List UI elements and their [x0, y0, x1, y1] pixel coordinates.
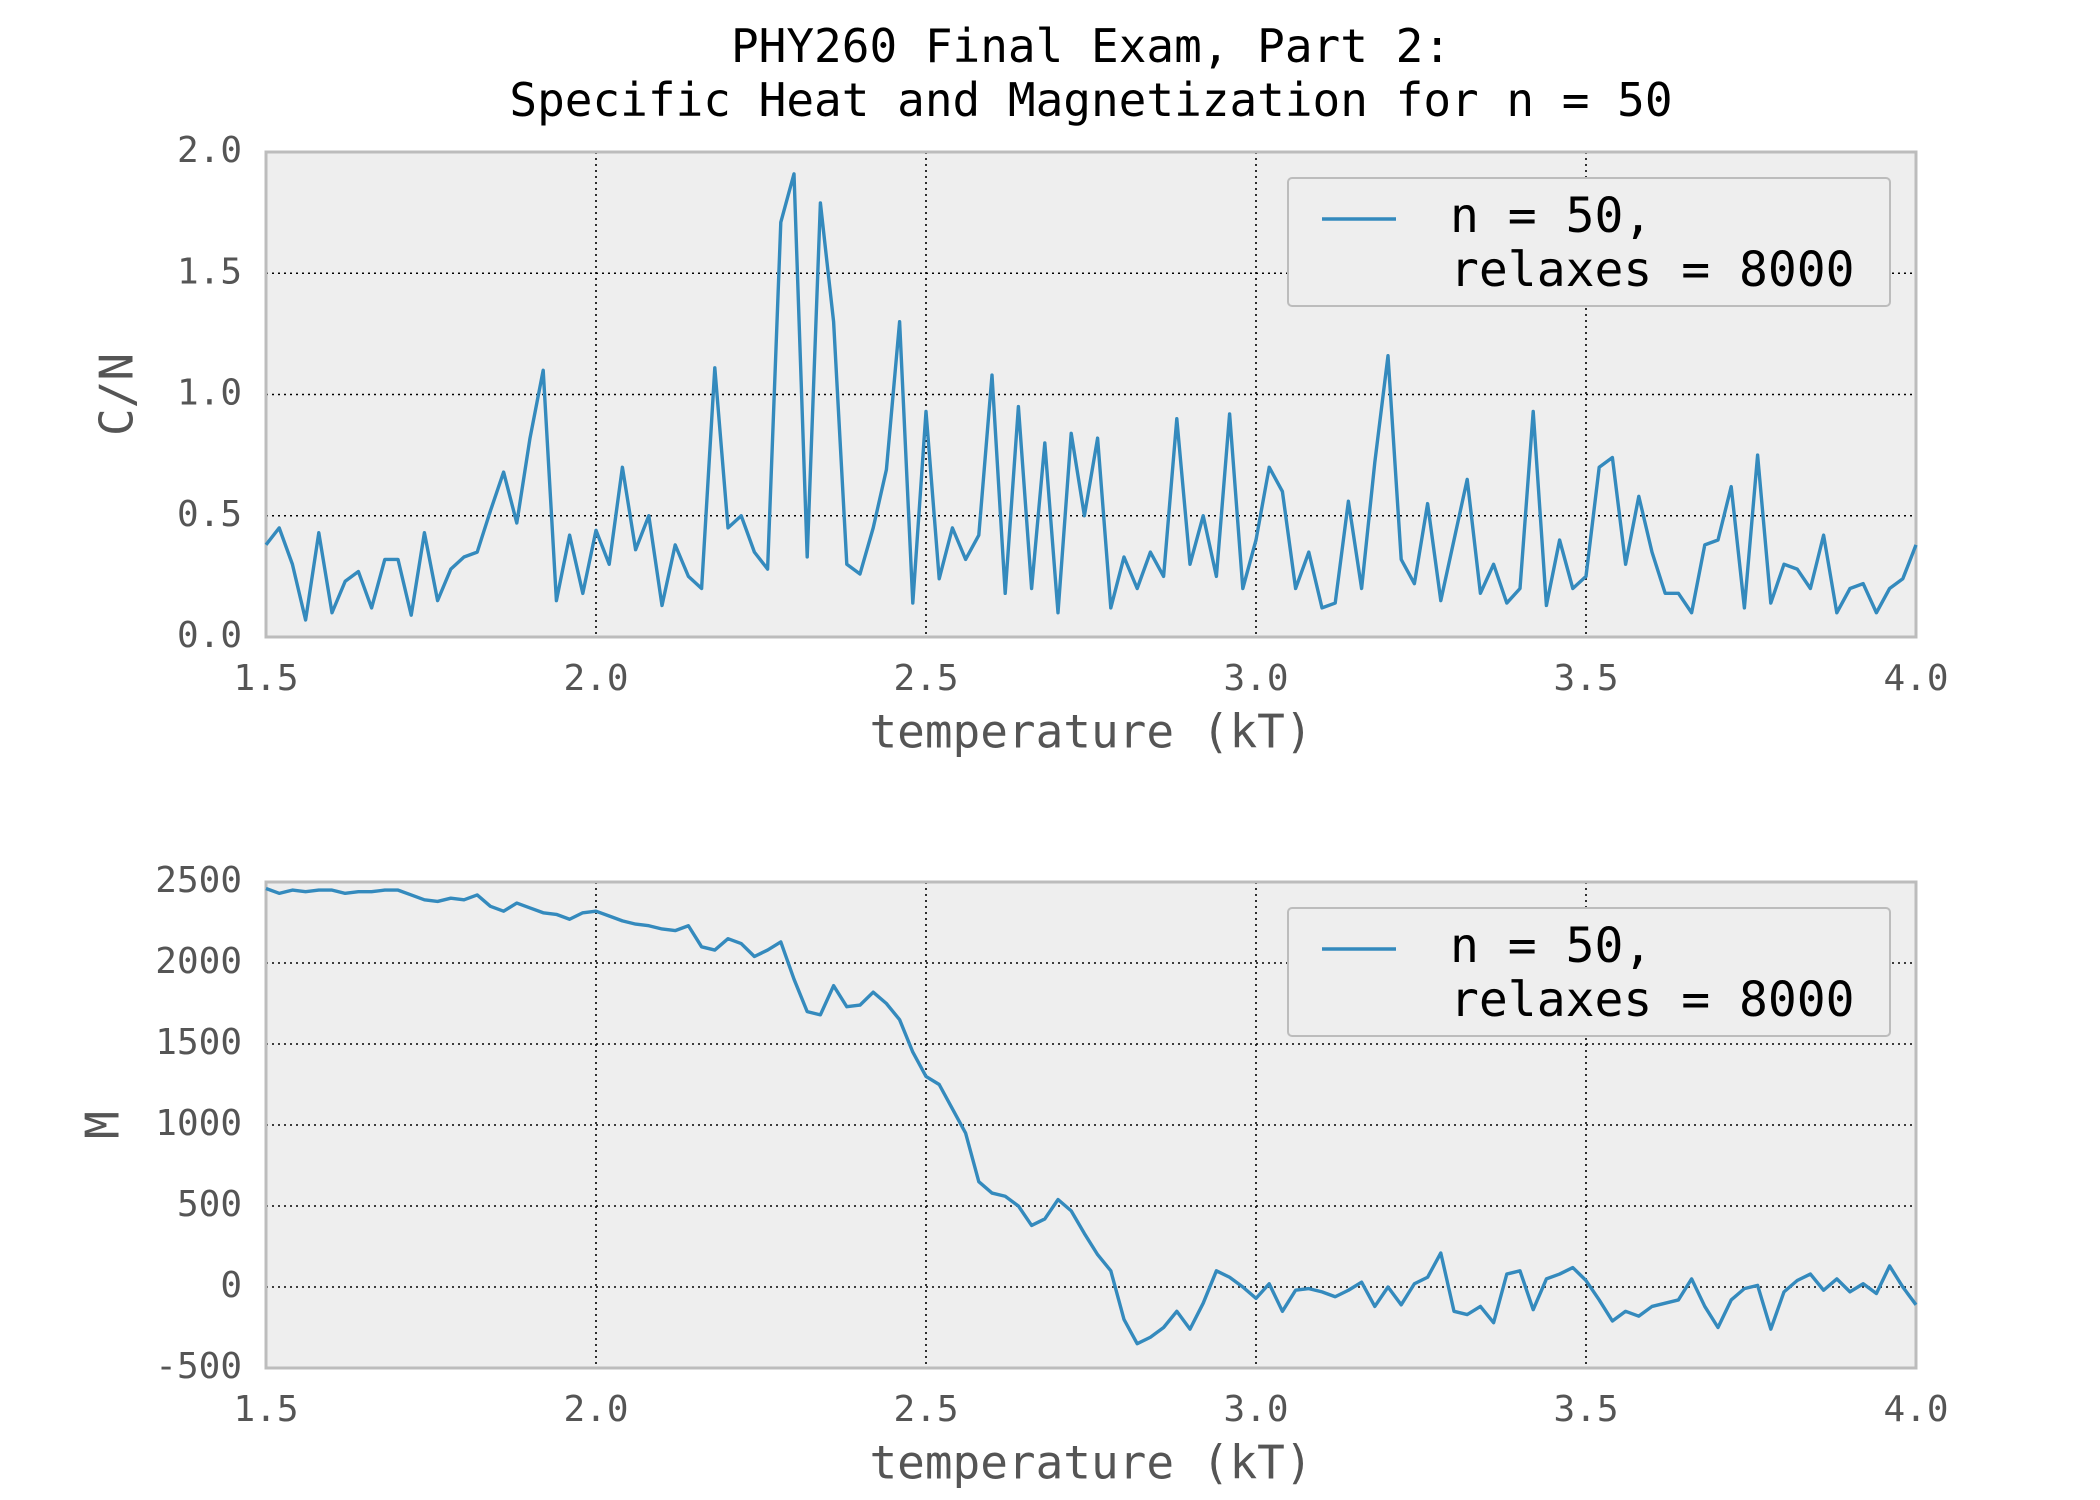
- x-tick-label: 2.5: [893, 658, 958, 699]
- data-line: [265, 886, 1918, 1346]
- y-tick-label: 1.0: [177, 373, 242, 414]
- y-axis-label: M: [76, 1111, 130, 1139]
- y-tick-label: 2500: [155, 860, 242, 901]
- y-axis-label: C/N: [90, 353, 144, 436]
- x-axis-label: temperature (kT): [869, 705, 1312, 759]
- y-tick-label: 0.0: [177, 615, 242, 656]
- x-tick-label: 2.5: [893, 1389, 958, 1430]
- legend-label: n = 50, relaxes = 8000: [1450, 918, 1855, 1028]
- x-axis-label: temperature (kT): [869, 1436, 1312, 1490]
- legend-box: [1287, 907, 1891, 1037]
- y-tick-label: 2.0: [177, 130, 242, 171]
- x-tick-label: 4.0: [1883, 1389, 1948, 1430]
- y-tick-label: 1500: [155, 1022, 242, 1063]
- x-tick-label: 1.5: [233, 1389, 298, 1430]
- data-line: [264, 172, 1918, 622]
- plot-frame: [264, 880, 1918, 1370]
- y-tick-label: 500: [177, 1184, 242, 1225]
- chart-title: PHY260 Final Exam, Part 2: Specific Heat …: [509, 19, 1672, 127]
- y-tick-label: 2000: [155, 941, 242, 982]
- y-tick-label: 0: [220, 1265, 242, 1306]
- x-tick-label: 3.5: [1553, 658, 1618, 699]
- y-tick-label: 0.5: [177, 494, 242, 535]
- y-tick-label: 1.5: [177, 251, 242, 292]
- y-tick-label: 1000: [155, 1103, 242, 1144]
- x-tick-label: 3.5: [1553, 1389, 1618, 1430]
- legend-label: n = 50, relaxes = 8000: [1450, 188, 1855, 298]
- x-tick-label: 4.0: [1883, 658, 1948, 699]
- x-tick-label: 1.5: [233, 658, 298, 699]
- x-tick-label: 3.0: [1223, 658, 1288, 699]
- x-tick-label: 3.0: [1223, 1389, 1288, 1430]
- legend-box: [1287, 177, 1891, 307]
- y-tick-label: -500: [155, 1346, 242, 1387]
- x-tick-label: 2.0: [563, 658, 628, 699]
- x-tick-label: 2.0: [563, 1389, 628, 1430]
- plot-frame: [264, 150, 1918, 639]
